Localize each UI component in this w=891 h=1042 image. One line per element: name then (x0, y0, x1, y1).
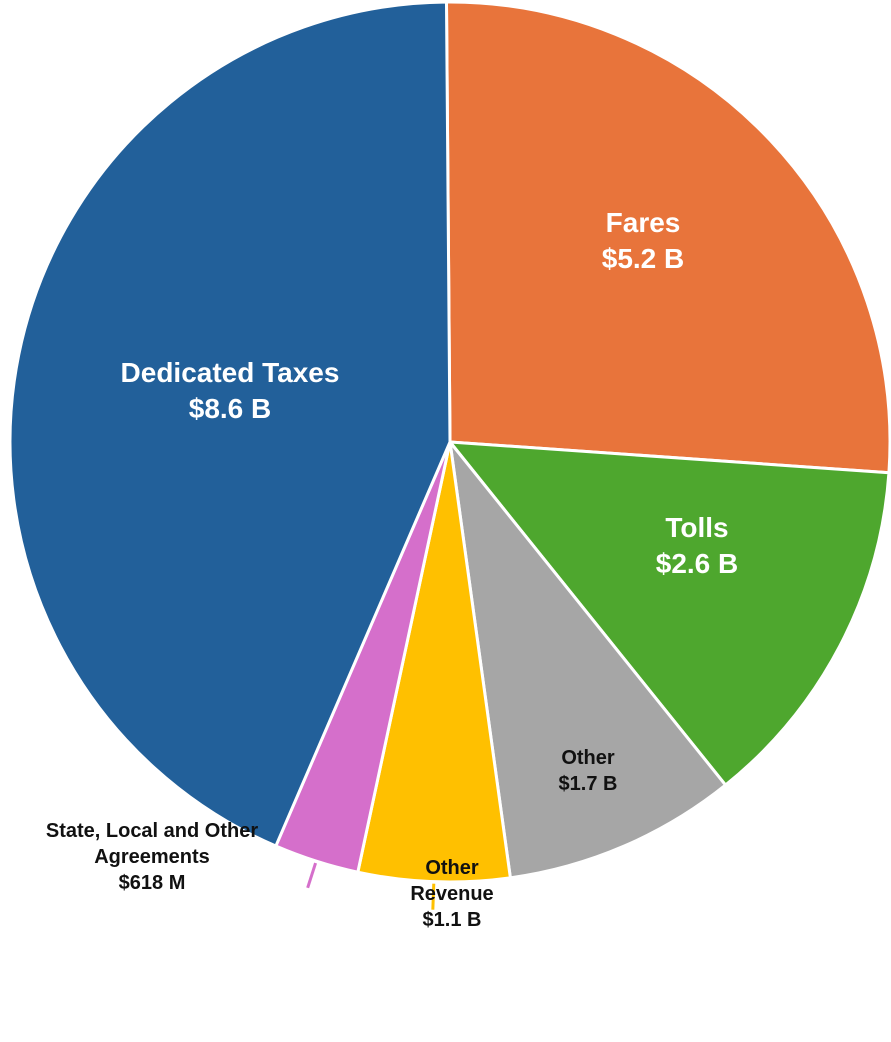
leader-line (306, 862, 317, 889)
pie-slice (447, 436, 728, 880)
slice-value: $1.1 B (422, 909, 482, 931)
pie-slice (444, 0, 891, 475)
slice-label: Other $1.7 B (513, 745, 663, 797)
slice-name: Other Revenue (410, 857, 494, 905)
slice-name: Tolls (665, 512, 729, 543)
slice-name: Dedicated Taxes (120, 357, 340, 388)
slice-label: Other Revenue $1.1 B (392, 855, 512, 933)
leader-line (431, 883, 436, 910)
slice-value: $618 M (118, 872, 186, 894)
slice-name: Fares (605, 207, 681, 238)
slice-value: $1.7 B (558, 773, 618, 795)
pie-slice (356, 441, 513, 884)
slice-name: State, Local and Other Agreements (45, 820, 259, 868)
slice-value: $2.6 B (655, 548, 739, 580)
slice-label: State, Local and Other Agreements $618 M (0, 818, 317, 896)
slice-label: Dedicated Taxes $8.6 B (30, 355, 430, 428)
slice-name: Other (561, 747, 615, 769)
pie-slice (446, 440, 891, 788)
slice-value: $5.2 B (601, 243, 685, 275)
pie-slice (8, 0, 452, 849)
slice-label: Tolls $2.6 B (547, 510, 847, 583)
slice-label: Fares $5.2 B (493, 205, 793, 278)
slice-value: $8.6 B (188, 393, 272, 425)
